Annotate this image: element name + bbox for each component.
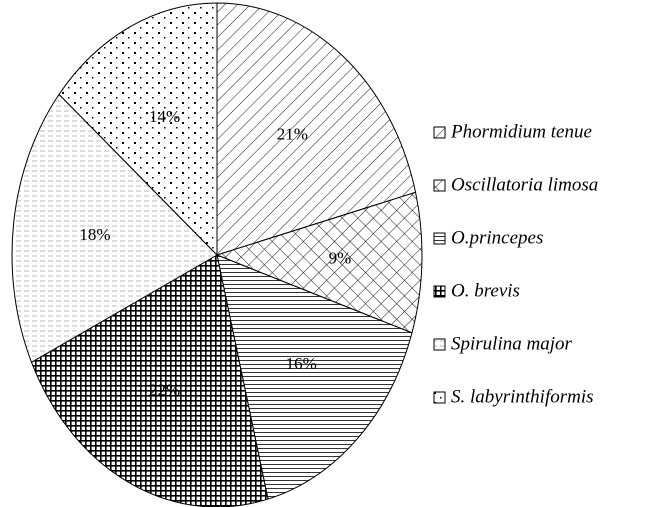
- pie-slice: [11, 93, 218, 364]
- legend-swatch: [433, 232, 446, 245]
- data-label: 21%: [277, 124, 308, 143]
- legend-label: O. brevis: [451, 280, 520, 301]
- legend-label: Phormidium tenue: [450, 121, 592, 142]
- data-label: 14%: [149, 107, 180, 126]
- data-label: 16%: [286, 354, 317, 373]
- pie-slice: [216, 254, 413, 500]
- legend-swatch: [433, 126, 446, 139]
- legend-label: Oscillatoria limosa: [451, 174, 598, 195]
- pie-slice: [216, 2, 417, 256]
- legend-swatch: [433, 338, 446, 351]
- data-label: 18%: [79, 225, 110, 244]
- legend-label: Spirulina major: [451, 333, 572, 354]
- pie-slice: [58, 2, 218, 257]
- pie-slice: [215, 191, 423, 334]
- legend-swatch: [433, 391, 446, 404]
- legend-label: O.princepes: [451, 227, 543, 248]
- data-label: 9%: [329, 249, 352, 268]
- legend-swatch: [433, 285, 446, 298]
- pie-slice: [30, 254, 269, 507]
- legend-label: S. labyrinthiformis: [451, 386, 594, 407]
- legend-swatch: [433, 179, 446, 192]
- data-label: 22%: [149, 381, 180, 400]
